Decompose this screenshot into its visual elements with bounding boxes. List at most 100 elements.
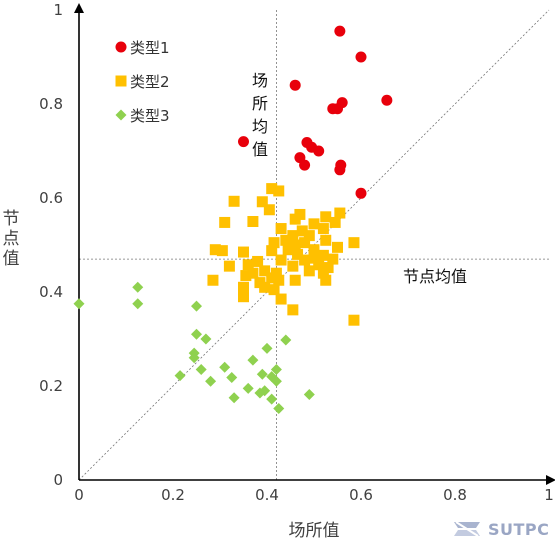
data-point — [256, 368, 268, 380]
data-point — [289, 213, 301, 225]
data-point — [348, 237, 360, 249]
data-point — [308, 244, 320, 256]
data-point — [355, 51, 367, 63]
axes — [74, 3, 555, 485]
data-point — [303, 230, 315, 242]
x-tick-label: 1 — [544, 486, 554, 504]
legend: 类型1 类型2 类型3 — [115, 39, 170, 125]
data-point — [320, 274, 332, 286]
data-point — [381, 94, 393, 106]
data-point — [242, 382, 254, 394]
data-point — [287, 304, 299, 316]
y-axis-label: 节点值 — [3, 209, 20, 269]
data-point — [292, 248, 304, 260]
data-point — [287, 260, 299, 272]
data-point — [308, 252, 320, 264]
data-point — [132, 281, 144, 293]
data-point — [247, 216, 259, 227]
x-tick-label: 0.6 — [349, 486, 373, 504]
data-point — [287, 230, 299, 242]
data-point — [334, 25, 346, 37]
data-point — [174, 370, 186, 382]
data-point — [320, 211, 332, 223]
data-point — [289, 239, 301, 251]
y-tick-label: 0.8 — [39, 95, 63, 113]
data-point — [273, 274, 285, 286]
data-point — [219, 216, 231, 228]
data-point — [289, 274, 301, 286]
data-point — [261, 342, 273, 354]
data-point — [259, 281, 271, 293]
data-point — [223, 260, 235, 272]
data-point — [268, 237, 280, 249]
watermark-text: SUTPC — [488, 519, 550, 539]
x-tick-label: 0 — [74, 486, 84, 504]
data-point — [313, 145, 325, 157]
data-point — [205, 375, 217, 387]
data-point — [334, 207, 346, 219]
data-point — [289, 79, 301, 91]
data-point — [73, 298, 85, 310]
data-point — [132, 298, 144, 310]
data-point — [238, 246, 249, 258]
data-point — [308, 218, 320, 230]
data-point — [334, 164, 346, 176]
data-point — [242, 259, 254, 271]
data-point — [296, 225, 308, 237]
data-point — [219, 361, 231, 373]
data-point — [191, 300, 202, 312]
data-point — [266, 245, 278, 257]
data-point — [209, 244, 221, 256]
y-tick-label: 0.6 — [39, 189, 63, 207]
data-point — [317, 249, 329, 261]
data-point — [238, 281, 249, 293]
data-point — [266, 393, 278, 405]
data-point — [259, 265, 271, 277]
horizontal-line-label: 节点均值 — [403, 267, 467, 286]
data-point — [226, 372, 238, 384]
data-point — [266, 272, 278, 284]
y-tick-label: 1 — [53, 1, 63, 19]
data-point — [303, 388, 315, 400]
data-point — [270, 375, 282, 387]
data-point — [252, 255, 264, 267]
data-point — [282, 244, 294, 256]
data-point — [228, 392, 240, 404]
data-point — [303, 265, 315, 277]
data-point — [317, 267, 329, 279]
data-point — [280, 234, 292, 246]
x-tick-label: 0.8 — [443, 486, 467, 504]
data-point — [273, 403, 285, 415]
data-point — [299, 254, 311, 266]
data-point — [200, 333, 212, 345]
data-point — [327, 253, 339, 265]
data-point — [273, 185, 285, 197]
data-point — [332, 103, 343, 115]
legend-marker — [115, 75, 127, 87]
data-point — [254, 387, 266, 399]
data-point — [263, 204, 275, 216]
watermark: SUTPC — [452, 518, 549, 540]
y-tick-label: 0 — [53, 471, 63, 489]
data-point — [268, 284, 280, 296]
data-point — [247, 267, 259, 279]
data-point — [191, 328, 202, 340]
data-point — [329, 216, 341, 228]
data-point — [256, 196, 268, 208]
data-point — [320, 234, 332, 246]
legend-label: 类型1 — [130, 39, 170, 57]
data-point — [216, 245, 228, 257]
data-point — [188, 352, 200, 364]
legend-label: 类型2 — [130, 73, 170, 91]
data-point — [275, 254, 287, 266]
data-point — [270, 364, 282, 376]
data-point — [355, 187, 367, 199]
data-point — [317, 223, 329, 235]
data-point — [228, 195, 240, 207]
data-point — [207, 274, 219, 286]
data-point — [247, 354, 259, 366]
x-tick-label: 0.4 — [255, 486, 279, 504]
data-point — [313, 259, 325, 271]
